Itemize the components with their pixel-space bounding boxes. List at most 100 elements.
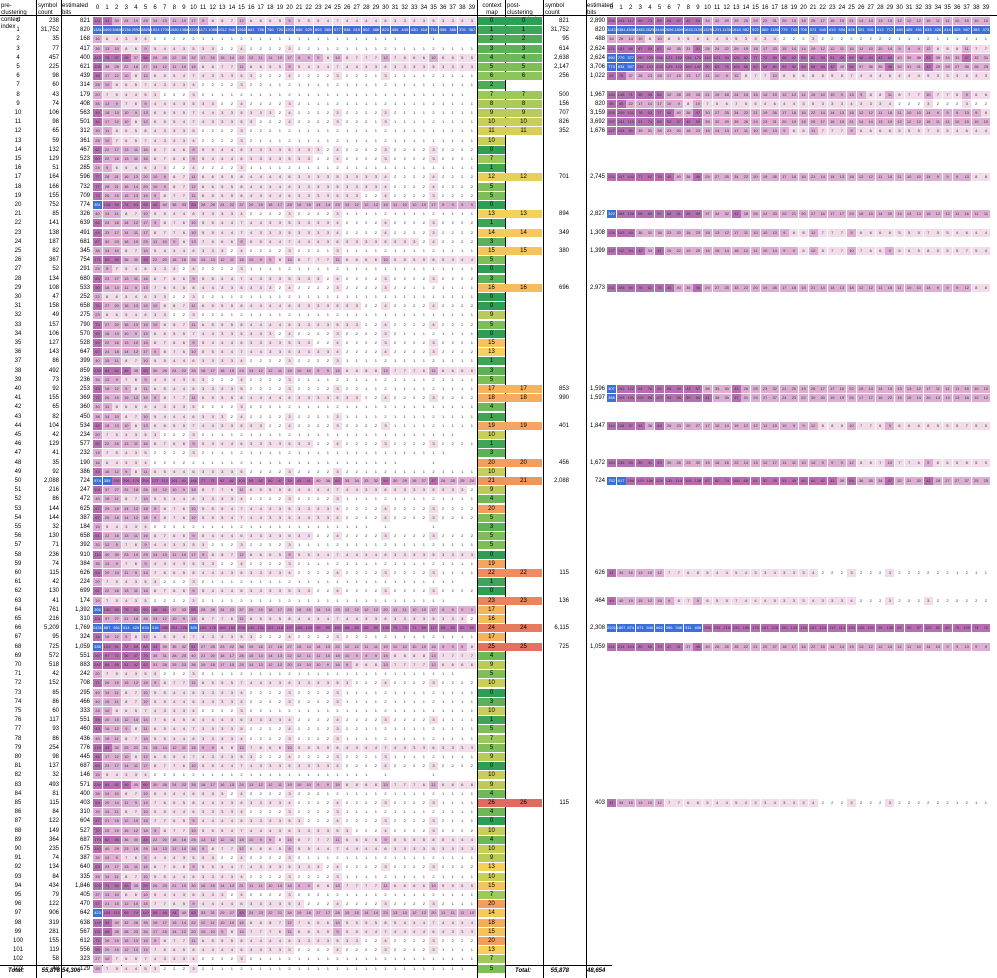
heat-cell: 2 xyxy=(275,210,284,218)
heat-cell: 12 xyxy=(381,54,390,62)
symbol-col-header: 12 xyxy=(208,5,217,12)
heat-cell: 1 xyxy=(371,45,380,53)
heat-cell: 7 xyxy=(218,63,227,71)
heat-cell: 5 xyxy=(285,146,294,154)
heat-cell: 1 xyxy=(400,72,409,80)
heat-cell: 11 xyxy=(131,146,140,154)
heat-cell: 7 xyxy=(141,137,150,145)
heat-cell: 2 xyxy=(256,81,265,89)
heat-cell: 5 xyxy=(275,63,284,71)
heat-cell: 5 xyxy=(227,192,236,200)
heat-cell: 3 xyxy=(266,109,275,117)
heat-cell: 6 xyxy=(237,155,246,163)
heat-cell: 6 xyxy=(419,54,428,62)
heat-cell: 30 xyxy=(93,127,102,135)
heat-cell: 2 xyxy=(237,35,246,43)
heat-cell: 3 xyxy=(410,17,419,25)
heat-cell: 2 xyxy=(448,183,457,191)
heat-cell: 6 xyxy=(170,146,179,154)
heat-cell: 17 xyxy=(103,72,112,80)
heat-cell: 11 xyxy=(131,155,140,163)
heat-cell: 8 xyxy=(237,192,246,200)
heat-cell: 1 xyxy=(391,100,400,108)
heat-cell: 28 xyxy=(112,63,121,71)
heat-cell: 11 xyxy=(256,54,265,62)
symbol-col-header: 5 xyxy=(141,5,150,12)
estimated-bits: 501 xyxy=(62,118,90,126)
symbol-col-header: 12 xyxy=(722,5,731,12)
heat-cell: 1 xyxy=(391,210,400,218)
symbol-col-header: 36 xyxy=(953,5,962,12)
heat-cell: 1 xyxy=(362,81,371,89)
heat-cell: 7 xyxy=(189,109,198,117)
symbol-count: 106 xyxy=(37,109,59,117)
heat-cell: 5 xyxy=(151,210,160,218)
heat-cell: 4 xyxy=(199,109,208,117)
heat-cell: 2 xyxy=(295,118,304,126)
heat-cell: 1 xyxy=(410,72,419,80)
heat-cell: 4 xyxy=(112,35,121,43)
pre-index: 5 xyxy=(1,63,35,71)
heat-cell: 1 xyxy=(410,137,419,145)
symbol-col-header: 22 xyxy=(818,5,827,12)
heat-cell: 1 xyxy=(371,210,380,218)
heat-cell: 2 xyxy=(400,155,409,163)
heat-cell: 1 xyxy=(266,137,275,145)
pre-index: 1 xyxy=(1,26,35,34)
heat-cell: 656 xyxy=(295,26,304,34)
heat-cell: 10 xyxy=(410,201,419,209)
heat-cell: 3 xyxy=(429,155,438,163)
heat-cell: 16 xyxy=(112,155,121,163)
heat-cell: 1 xyxy=(419,91,428,99)
symbol-col-header: 39 xyxy=(467,5,476,12)
heat-cell: 1 xyxy=(362,45,371,53)
heat-cell: 12 xyxy=(141,118,150,126)
heat-cell: 2 xyxy=(419,192,428,200)
heat-cell: 1 xyxy=(371,81,380,89)
symbol-col-header: 34 xyxy=(933,5,942,12)
symbol-col-header: 33 xyxy=(410,5,419,12)
heat-cell: 3 xyxy=(256,155,265,163)
heat-cell: 26 xyxy=(208,201,217,209)
heat-cell: 10 xyxy=(275,54,284,62)
symbol-col-header: 9 xyxy=(693,5,702,12)
heat-cell: 62 xyxy=(93,146,102,154)
symbol-col-header: 27 xyxy=(352,5,361,12)
heat-cell: 3 xyxy=(314,183,323,191)
heat-cell: 1 xyxy=(448,72,457,80)
heat-cell: 1 xyxy=(467,100,476,108)
pre-index: 18 xyxy=(1,183,35,191)
heat-cell: 3 xyxy=(304,192,313,200)
heat-cell: 711 xyxy=(429,26,438,34)
heat-cell: 19 xyxy=(381,201,390,209)
context-map-cell: 7 xyxy=(478,91,505,99)
heat-cell: 3 xyxy=(304,155,313,163)
heat-cell: 9 xyxy=(199,17,208,25)
heat-cell: 3 xyxy=(122,35,131,43)
heat-cell: 2 xyxy=(381,45,390,53)
heat-cell: 351 xyxy=(93,201,102,209)
symbol-col-header: 3 xyxy=(122,5,131,12)
heat-cell: 1 xyxy=(391,45,400,53)
symbol-count: 98 xyxy=(37,118,59,126)
heat-cell: 629 xyxy=(304,26,313,34)
heat-cell: 1 xyxy=(256,91,265,99)
heat-cell: 3 xyxy=(227,118,236,126)
heat-cell: 28 xyxy=(285,201,294,209)
symbol-col-header: 5 xyxy=(655,5,664,12)
heat-cell: 2 xyxy=(333,137,342,145)
heat-cell: 1 xyxy=(227,35,236,43)
heat-cell: 24 xyxy=(93,164,102,172)
heat-cell: 10 xyxy=(179,17,188,25)
symbol-col-header: 15 xyxy=(237,5,246,12)
heat-cell: 8 xyxy=(151,155,160,163)
heat-cell: 3 xyxy=(467,63,476,71)
heat-cell: 8 xyxy=(237,173,246,181)
symbol-count: 43 xyxy=(37,91,59,99)
heat-cell: 2 xyxy=(439,192,448,200)
heat-cell: 6 xyxy=(285,192,294,200)
heat-cell: 1 xyxy=(448,91,457,99)
symbol-col-header: 3 xyxy=(636,5,645,12)
heat-cell: 1 xyxy=(343,127,352,135)
heat-cell: 2 xyxy=(170,164,179,172)
